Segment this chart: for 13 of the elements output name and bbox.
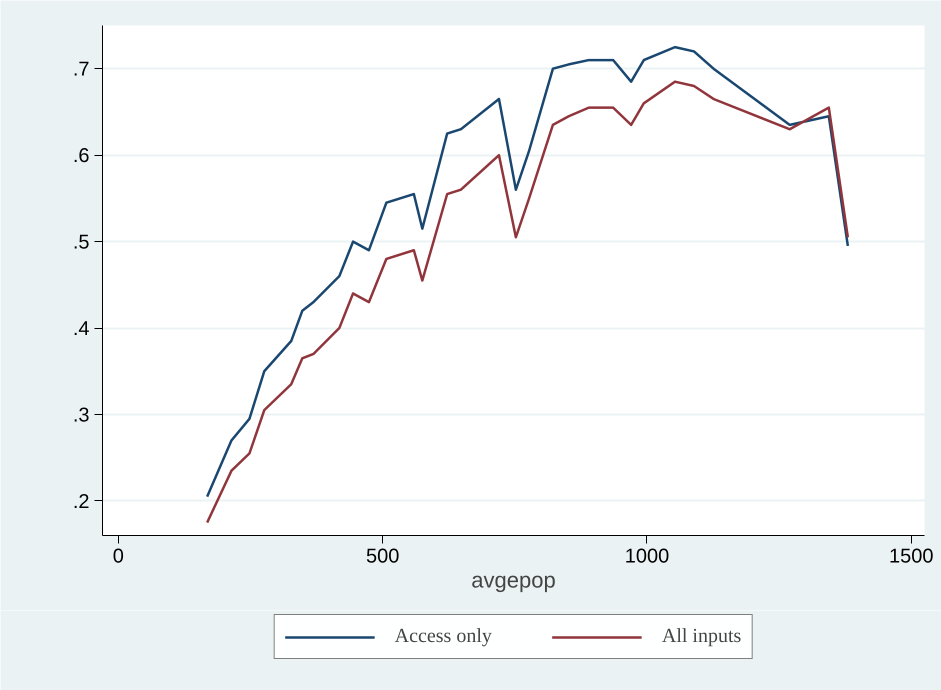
y-tick-label: .7 (72, 58, 90, 81)
y-tick-label: .3 (72, 404, 90, 426)
x-tick-label: 500 (366, 546, 400, 568)
y-tick-label: .6 (72, 145, 90, 168)
x-tick-label: 1500 (889, 546, 934, 568)
y-tick-label: .2 (72, 490, 90, 513)
legend-label: Access only (394, 625, 492, 648)
x-tick-label: 1000 (624, 546, 670, 568)
legend-label: All inputs (662, 625, 742, 648)
x-tick-label: 0 (112, 546, 124, 568)
y-tick-label: .4 (72, 318, 90, 340)
y-tick-label: .5 (72, 232, 90, 254)
x-axis-title: avgepop (471, 568, 556, 592)
